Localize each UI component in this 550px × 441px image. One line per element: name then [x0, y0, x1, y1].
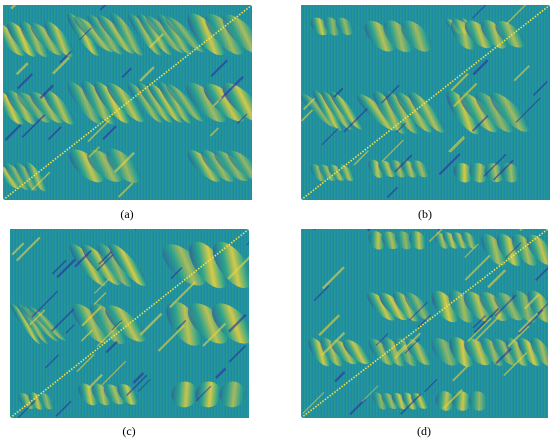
heatmap-stripes	[4, 5, 248, 198]
panel-d-canvas	[301, 229, 548, 418]
panel-b-caption: (b)	[418, 207, 432, 221]
heatmap-blocks	[3, 12, 252, 192]
heatmap-stripes	[11, 229, 249, 418]
panel-b-heatmap	[301, 5, 550, 200]
panel-c-caption: (c)	[122, 424, 136, 438]
panel-d-heatmap	[301, 229, 548, 418]
panel-d-caption: (d)	[417, 424, 431, 438]
diagonal-line	[301, 229, 548, 418]
heatmap-stripes	[302, 229, 548, 416]
panel-a-heatmap	[3, 5, 252, 200]
heatmap-stripes	[301, 5, 548, 199]
heatmap-blocks	[10, 241, 249, 410]
panel-a-caption: (a)	[120, 207, 134, 221]
panel-b-canvas	[301, 5, 550, 200]
panel-a-canvas	[3, 5, 252, 200]
panel-c-heatmap	[10, 229, 249, 418]
panel-c-canvas	[10, 229, 249, 418]
heatmap-blocks	[308, 230, 548, 411]
heatmap-blocks	[301, 17, 530, 183]
